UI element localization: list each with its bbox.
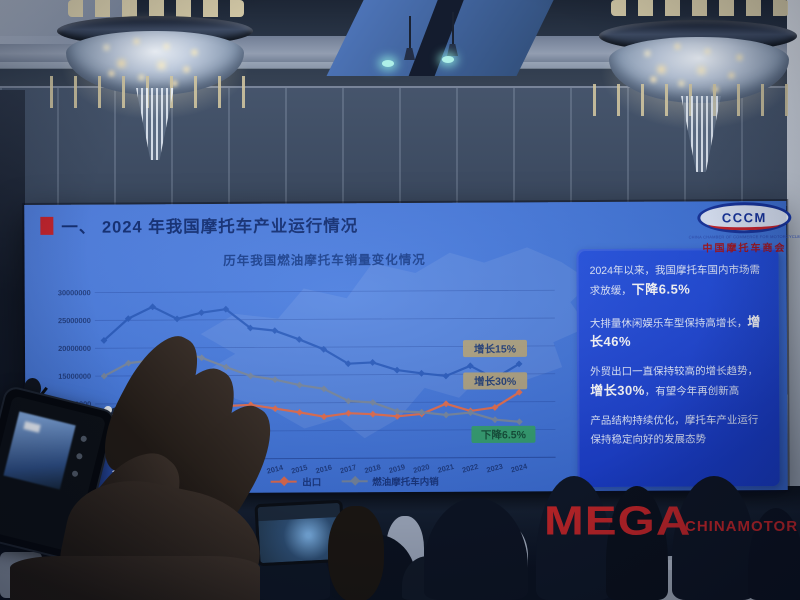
cccm-logo-ellipse: CCCM [697, 201, 792, 234]
mega-chinamotor-watermark: MEGA CHINAMOTOR [544, 497, 799, 544]
svg-text:25000000: 25000000 [58, 316, 91, 325]
panel-bullet: 外贸出口一直保持较高的增长趋势，增长30%，有望今年再创新高 [590, 365, 759, 398]
wall-molding [0, 86, 800, 88]
svg-text:2024: 2024 [510, 461, 529, 474]
audience-head [536, 476, 612, 600]
watermark-chinamotor: CHINAMOTOR [685, 518, 799, 536]
ceiling-beam [402, 0, 471, 76]
svg-text:2022: 2022 [461, 462, 479, 475]
svg-text:20000000: 20000000 [58, 344, 91, 353]
slide-title-row: 一、 2024 年我国摩托车产业运行情况 [40, 212, 358, 238]
svg-text:2015: 2015 [290, 463, 308, 476]
pendant-light [452, 12, 454, 46]
svg-text:增长30%: 增长30% [474, 375, 517, 388]
phone-camera-view [3, 411, 76, 490]
svg-text:2014: 2014 [266, 463, 285, 476]
camera-ui-icon [75, 452, 84, 460]
svg-text:30000000: 30000000 [58, 288, 91, 297]
svg-text:2016: 2016 [315, 463, 333, 476]
svg-text:2019: 2019 [388, 462, 406, 475]
title-red-bullet [40, 216, 54, 235]
cccm-logo-abbr: CCCM [721, 210, 767, 226]
cccm-logo: CCCM CHINA CHAMBER OF COMMERCE FOR MOTOR… [688, 201, 800, 254]
pendant-shade [447, 44, 458, 56]
pendant-shade [404, 48, 415, 60]
panel-bullet: 2024年以来，我国摩托车国内市场需求放缓，下降6.5% [589, 264, 760, 297]
wrist [10, 556, 260, 600]
audience-head [424, 498, 528, 600]
panel-bullet: 产品结构持续优化，摩托车产业运行保持稳定向好的发展态势 [590, 413, 759, 447]
recessed-downlight [442, 56, 454, 63]
legend-item: 燃油摩托车内销 [341, 474, 439, 489]
slide-title: 一、 2024 年我国摩托车产业运行情况 [61, 217, 359, 237]
attendee-hand [328, 506, 384, 600]
chart-title: 历年我国燃油摩托车销量变化情况 [223, 252, 426, 268]
audience-head [606, 486, 668, 600]
svg-text:2021: 2021 [437, 462, 455, 475]
camera-ui-icon [80, 435, 88, 443]
summary-panel: 2024年以来，我国摩托车国内市场需求放缓，下降6.5% 大排量休闲娱乐车型保持… [576, 248, 780, 488]
svg-text:15000000: 15000000 [58, 372, 91, 381]
svg-text:下降6.5%: 下降6.5% [481, 428, 527, 441]
audience-head [672, 476, 756, 600]
cccm-logo-swoosh [708, 218, 781, 231]
watermark-mega: MEGA [544, 497, 692, 544]
svg-text:2017: 2017 [339, 462, 357, 475]
wall-panel-seams [0, 88, 800, 206]
legend-item: 出口 [271, 474, 321, 489]
camera-ui-icon [71, 470, 79, 478]
svg-text:2018: 2018 [363, 462, 381, 475]
recessed-downlight [382, 60, 394, 67]
audience-head [748, 508, 800, 600]
svg-text:2023: 2023 [486, 462, 504, 475]
pendant-light [409, 16, 411, 50]
cccm-logo-org-en: CHINA CHAMBER OF COMMERCE FOR MOTORCYCLE [688, 233, 800, 240]
svg-text:增长15%: 增长15% [474, 342, 517, 355]
ceiling-corner [0, 0, 130, 44]
panel-bullet: 大排量休闲娱乐车型保持高增长，增长46% [589, 313, 761, 350]
cccm-logo-org-cn: 中国摩托车商会 [702, 243, 787, 255]
svg-text:2020: 2020 [412, 462, 430, 475]
